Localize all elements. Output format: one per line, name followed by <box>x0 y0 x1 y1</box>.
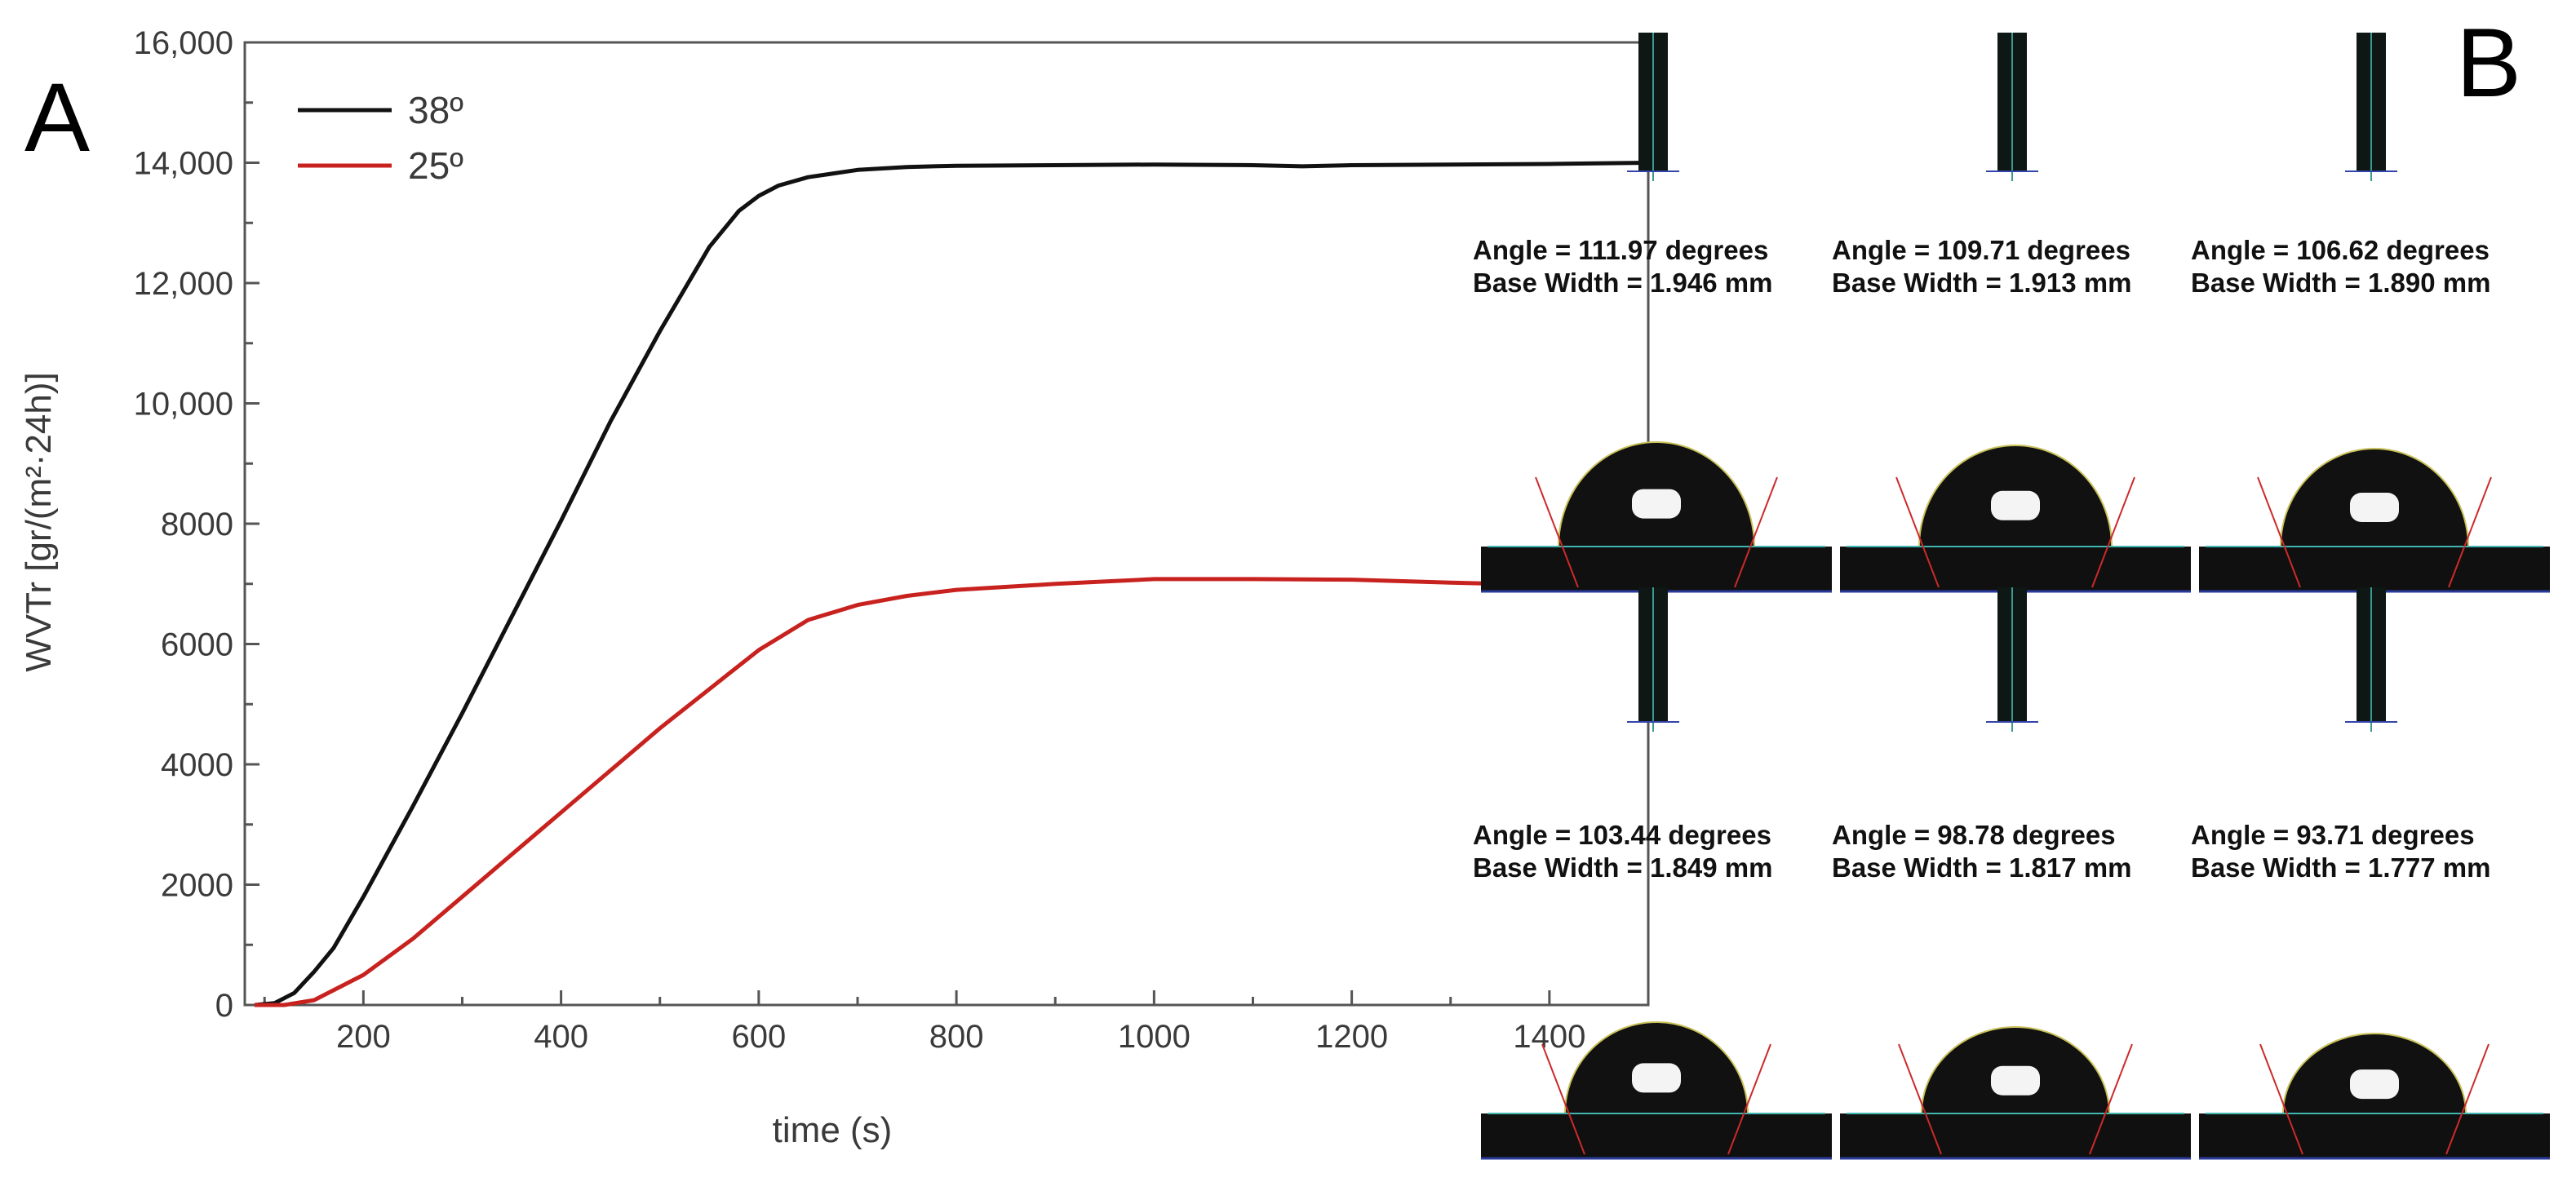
tangent-left <box>1895 476 1940 588</box>
panel-a-label: A <box>24 63 90 172</box>
angle-text: Angle = 106.62 degrees <box>2191 235 2490 265</box>
tangent-right <box>1727 1043 1771 1155</box>
legend-label: 38º <box>408 89 463 131</box>
substrate <box>1840 1113 2191 1158</box>
x-tick-label: 800 <box>929 1019 984 1055</box>
x-tick-label: 600 <box>731 1019 786 1055</box>
droplet-highlight <box>1991 490 2040 520</box>
x-tick-label: 1400 <box>1513 1019 1585 1055</box>
y-tick-label: 0 <box>215 988 233 1024</box>
droplet-highlight <box>2350 1069 2399 1100</box>
panel-a: A 200 400 600 800 1000 1200 1400 0 2000 4000 6000… <box>19 25 1650 1150</box>
droplet-highlight <box>2350 493 2399 522</box>
base-width-text: Base Width = 1.890 mm <box>2191 268 2490 298</box>
droplet-highlight <box>1991 1065 2040 1096</box>
y-tick-label: 16,000 <box>134 25 233 61</box>
base-width-text: Base Width = 1.946 mm <box>1473 268 1772 298</box>
angle-text: Angle = 93.71 degrees <box>2191 820 2475 850</box>
substrate <box>1481 547 1832 591</box>
x-tick-label: 200 <box>336 1019 391 1055</box>
angle-text: Angle = 103.44 degrees <box>1473 820 1771 850</box>
substrate <box>2199 1113 2550 1158</box>
base-width-text: Base Width = 1.849 mm <box>1473 852 1772 883</box>
panel-b-label: B <box>2456 8 2521 117</box>
base-width-text: Base Width = 1.817 mm <box>1832 852 2131 883</box>
x-axis: 200 400 600 800 1000 1200 1400 <box>263 990 1585 1055</box>
tangent-right <box>2089 1043 2133 1155</box>
substrate <box>1840 547 2191 591</box>
angle-text: Angle = 109.71 degrees <box>1832 235 2130 265</box>
x-tick-label: 1200 <box>1315 1019 1388 1055</box>
tangent-right <box>2448 476 2492 588</box>
series-line-1 <box>254 161 1649 1007</box>
tangent-left <box>1535 476 1579 588</box>
x-tick-label: 1000 <box>1118 1019 1190 1055</box>
y-tick-label: 6000 <box>161 627 233 663</box>
tangent-right <box>2445 1043 2490 1155</box>
y-tick-label: 14,000 <box>134 146 233 182</box>
series-line-2 <box>255 577 1649 1007</box>
plot-frame <box>243 41 1650 1007</box>
tangent-left <box>2257 476 2301 588</box>
substrate <box>2199 547 2550 591</box>
tangent-left <box>1541 1043 1585 1155</box>
y-axis: 0 2000 4000 6000 8000 10,000 12,000 14,000 16,00… <box>134 25 259 1024</box>
x-axis-title: time (s) <box>773 1110 893 1150</box>
tangent-left <box>2259 1043 2303 1155</box>
y-axis-title: WVTr [gr/(m²·24h)] <box>19 372 59 671</box>
y-tick-label: 10,000 <box>134 387 233 423</box>
series-layer <box>254 161 1649 1007</box>
y-tick-label: 12,000 <box>134 266 233 302</box>
y-tick-label: 4000 <box>161 747 233 783</box>
x-tick-label: 400 <box>534 1019 588 1055</box>
legend-label: 25º <box>408 144 463 187</box>
base-width-text: Base Width = 1.777 mm <box>2191 852 2490 883</box>
angle-text: Angle = 111.97 degrees <box>1473 235 1768 265</box>
tangent-left <box>1898 1043 1942 1155</box>
tangent-right <box>2091 476 2135 588</box>
droplet-highlight <box>1632 1063 1681 1093</box>
y-tick-label: 2000 <box>161 868 233 904</box>
base-width-text: Base Width = 1.913 mm <box>1832 268 2131 298</box>
y-tick-label: 8000 <box>161 507 233 542</box>
substrate <box>1481 1113 1832 1158</box>
droplet-highlight <box>1632 489 1681 519</box>
tangent-right <box>1734 476 1778 588</box>
angle-text: Angle = 98.78 degrees <box>1832 820 2116 850</box>
